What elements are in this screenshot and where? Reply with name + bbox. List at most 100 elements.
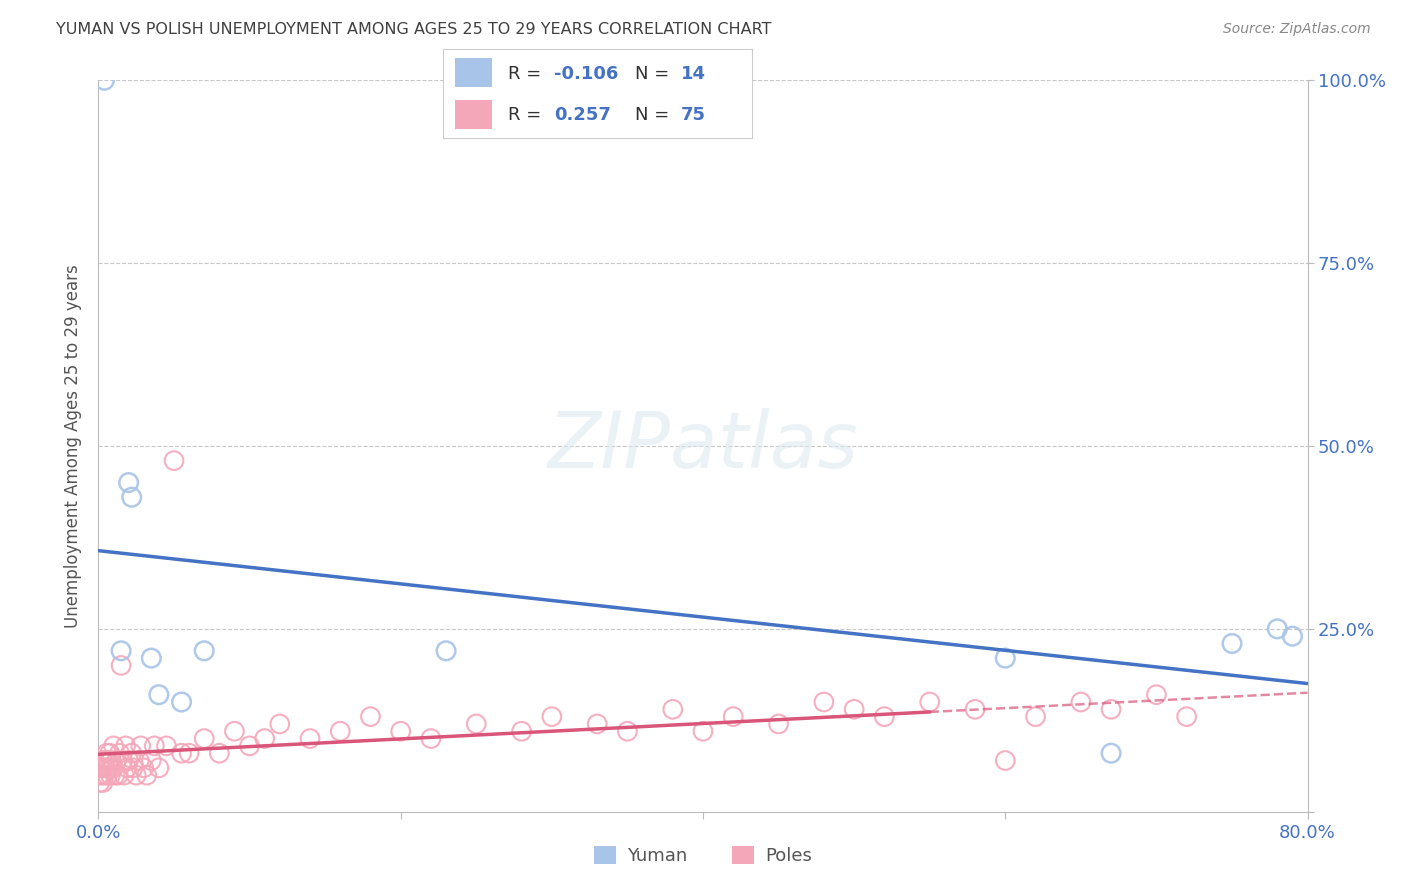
Point [135,768,157,782]
Text: 75: 75 [681,106,706,124]
Point [269,717,291,731]
Point [110,644,132,658]
Point [389,724,412,739]
Point [1146,688,1168,702]
Point [91,754,114,768]
Text: R =: R = [508,65,547,83]
Point [121,746,143,760]
Text: N =: N = [634,106,675,124]
Point [132,761,155,775]
Point [329,724,352,739]
Point [93,768,115,782]
Point [89,768,111,782]
Point [465,717,488,731]
Point [1070,695,1092,709]
Point [121,490,143,504]
Point [143,739,166,753]
Point [994,754,1017,768]
Point [1267,622,1289,636]
Point [434,644,457,658]
Text: 0.257: 0.257 [554,106,612,124]
Point [360,709,382,723]
Bar [456,100,492,129]
Point [105,754,128,768]
Point [125,768,148,782]
Point [128,754,150,768]
Point [965,702,987,716]
Text: -0.106: -0.106 [554,65,619,83]
Point [115,761,138,775]
Point [96,768,118,782]
Point [179,746,201,760]
Point [90,768,112,782]
Point [253,731,276,746]
Point [239,739,262,753]
Point [94,761,117,775]
Point [1024,709,1046,723]
Point [118,475,141,490]
Point [918,695,941,709]
Point [813,695,835,709]
Point [155,739,177,753]
Point [141,754,163,768]
Point [1175,709,1198,723]
Point [129,739,152,753]
Point [89,775,111,789]
Text: 14: 14 [681,65,706,83]
Point [193,644,215,658]
Text: N =: N = [634,65,675,83]
Point [104,768,127,782]
Point [110,658,132,673]
Point [101,761,124,775]
Point [94,754,117,768]
Point [103,739,125,753]
Point [141,651,163,665]
Point [90,761,112,775]
Point [208,746,231,760]
Point [224,724,246,739]
Y-axis label: Unemployment Among Ages 25 to 29 years: Unemployment Among Ages 25 to 29 years [65,264,83,628]
Point [98,761,121,775]
Text: R =: R = [508,106,553,124]
Point [100,754,122,768]
Point [100,768,122,782]
Point [112,768,135,782]
Point [122,761,145,775]
Point [873,709,896,723]
Point [1099,746,1122,760]
Point [420,731,443,746]
Point [1281,629,1303,643]
Point [97,754,120,768]
Point [163,453,186,467]
Point [118,754,141,768]
Point [108,746,131,760]
Point [170,746,193,760]
Text: ZIPatlas: ZIPatlas [547,408,859,484]
Point [111,754,134,768]
Point [148,761,170,775]
Point [540,709,562,723]
Point [93,761,115,775]
Point [193,731,215,746]
Point [616,724,638,739]
Point [98,746,121,760]
Point [768,717,790,731]
Point [93,73,115,87]
Point [994,651,1017,665]
Point [723,709,745,723]
Point [96,746,118,760]
Point [170,695,193,709]
Point [1220,636,1243,650]
Point [299,731,322,746]
Point [148,688,170,702]
Point [1099,702,1122,716]
Legend: Yuman, Poles: Yuman, Poles [588,838,818,872]
Bar [456,58,492,87]
Point [661,702,683,716]
Point [107,768,129,782]
Point [510,724,533,739]
Point [586,717,609,731]
Text: Source: ZipAtlas.com: Source: ZipAtlas.com [1223,22,1371,37]
Point [844,702,866,716]
Point [114,739,136,753]
